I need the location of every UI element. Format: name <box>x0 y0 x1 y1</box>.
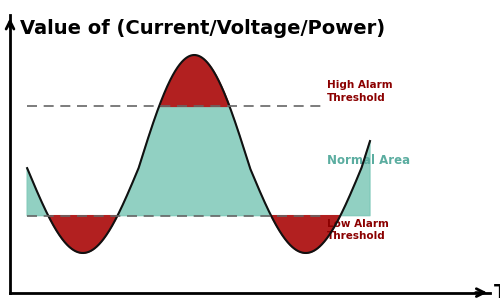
Text: Time: Time <box>494 283 500 302</box>
Text: Value of (Current/Voltage/Power): Value of (Current/Voltage/Power) <box>20 19 386 38</box>
Text: High Alarm
Threshold: High Alarm Threshold <box>327 80 393 103</box>
Text: Low Alarm
Threshold: Low Alarm Threshold <box>327 219 389 241</box>
Text: Normal Area: Normal Area <box>327 154 410 167</box>
